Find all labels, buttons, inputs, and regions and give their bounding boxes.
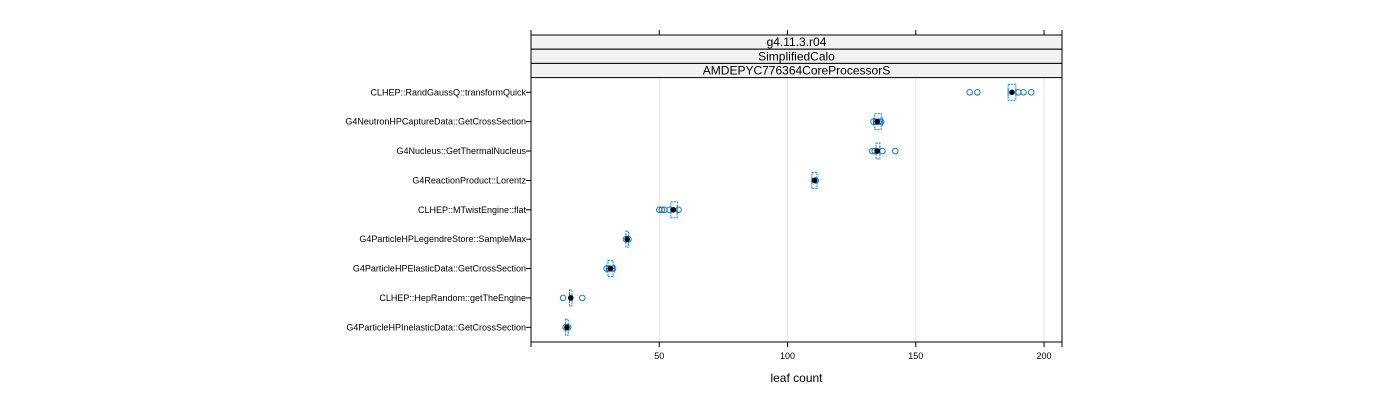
category-label-6: G4ParticleHPElasticData::GetCrossSection	[353, 264, 526, 274]
outlier-0-0	[966, 88, 973, 96]
median-dot-8	[564, 324, 570, 331]
category-label-7: CLHEP::HepRandom::getTheEngine	[379, 293, 526, 303]
outlier-4-4	[675, 206, 682, 214]
category-label-2: G4Nucleus::GetThermalNucleus	[396, 146, 526, 156]
outlier-7-0	[559, 294, 567, 302]
category-label-8: G4ParticleHPInelasticData::GetCrossSecti…	[346, 322, 526, 332]
box-5	[622, 230, 632, 248]
category-label-0: CLHEP::RandGaussQ::transformQuick	[370, 87, 526, 97]
category-label-1: G4NeutronHPCaptureData::GetCrossSection	[345, 117, 526, 127]
median-dot-1	[874, 118, 881, 125]
box-8	[562, 318, 572, 336]
x-tick-label-100: 100	[780, 351, 795, 361]
outlier-2-3	[891, 147, 899, 155]
outlier-0-3	[1020, 88, 1027, 96]
box-2	[868, 142, 899, 160]
category-labels: CLHEP::RandGaussQ::transformQuickG4Neutr…	[345, 87, 531, 332]
category-label-4: CLHEP::MTwistEngine::flat	[418, 205, 527, 215]
outlier-4-1	[658, 206, 666, 214]
category-label-5: G4ParticleHPLegendreStore::SampleMax	[359, 234, 526, 244]
data-marks	[559, 83, 1035, 336]
x-tick-label-200: 200	[1037, 351, 1052, 361]
strip-2	[530, 62, 1063, 79]
median-dot-7	[567, 295, 574, 301]
box-6	[603, 260, 617, 278]
median-dot-6	[607, 265, 614, 272]
x-tick-label-150: 150	[908, 351, 923, 361]
median-dot-4	[670, 207, 677, 213]
box-1	[870, 113, 885, 131]
x-axis: 50 100 150 200	[530, 30, 1063, 361]
outlier-0-4	[1027, 88, 1035, 96]
strip-label-0: g4.11.3.r04	[767, 35, 827, 49]
grid-lines	[658, 77, 1045, 342]
outlier-2-2	[879, 147, 886, 155]
x-tick-label-50: 50	[654, 351, 664, 361]
box-4	[655, 201, 682, 219]
x-axis-title: leaf count	[770, 371, 823, 385]
plot-panel	[530, 34, 1063, 343]
strip-label-1: SimplifiedCalo	[758, 49, 835, 63]
median-dot-5	[624, 236, 630, 242]
median-dot-0	[1009, 89, 1015, 96]
strip-label-2: AMDEPYC776364CoreProcessorS	[703, 64, 890, 78]
outlier-0-1	[974, 88, 981, 96]
box-0	[966, 83, 1035, 101]
strip-headers: g4.11.3.r04SimplifiedCaloAMDEPYC776364Co…	[530, 34, 1063, 79]
median-dot-2	[874, 148, 881, 154]
median-dot-3	[811, 177, 818, 184]
outlier-7-1	[579, 294, 586, 302]
box-7	[559, 289, 586, 307]
category-label-3: G4ReactionProduct::Lorentz	[412, 175, 526, 185]
box-3	[811, 171, 820, 189]
